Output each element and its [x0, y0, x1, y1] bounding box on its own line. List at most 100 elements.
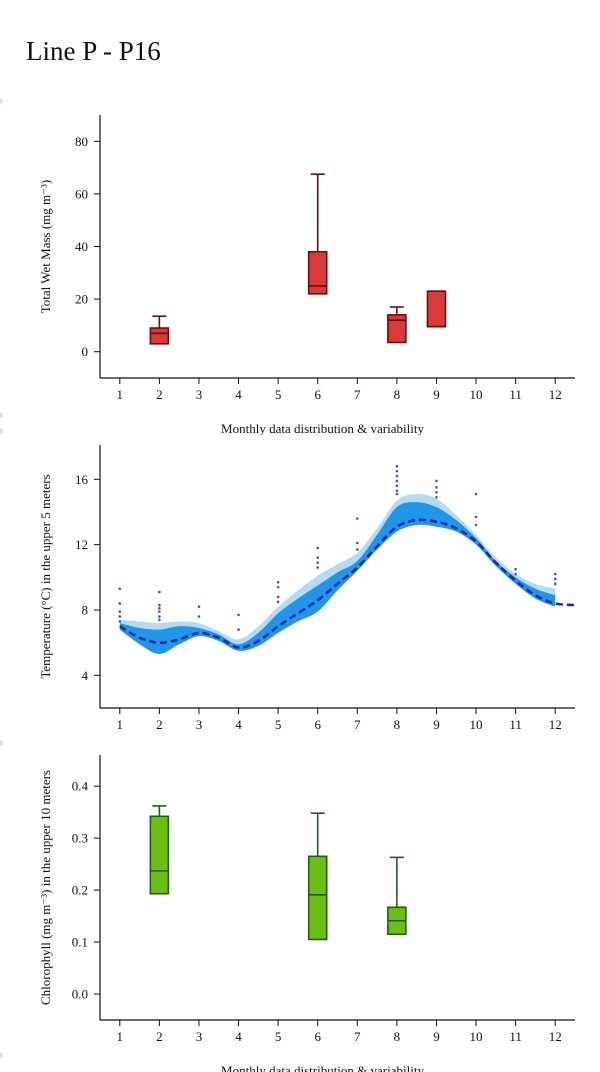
y-tick-label: 8: [82, 602, 89, 617]
observation-point: [118, 587, 122, 591]
x-tick-label: 1: [117, 717, 124, 732]
box-body: [307, 855, 328, 941]
observation-point: [355, 548, 359, 551]
chlorophyll-chart-svg: 1 2 3 4 5 6 7 8 9 10 11 120.00.10.20.30.4Chlorophyl…: [38, 755, 575, 1072]
decorative-dot: [0, 428, 3, 434]
observation-point: [276, 580, 280, 584]
y-tick-label: 12: [75, 537, 88, 552]
y-axis-title: Chlorophyll (mg m⁻³) in the upper 10 met…: [38, 770, 53, 1005]
x-tick-label: 8: [394, 717, 401, 732]
box-body: [149, 327, 170, 345]
observation-point: [395, 492, 399, 496]
box-month-6: [307, 173, 328, 295]
x-tick-label: 8: [394, 387, 401, 402]
y-tick-label: 0.3: [72, 831, 88, 846]
observation-point: [158, 610, 161, 613]
observation-point: [553, 572, 557, 576]
box-body: [307, 250, 328, 295]
x-tick-label: 9: [433, 1029, 440, 1044]
x-tick-label: 7: [354, 1029, 361, 1044]
observation-point: [118, 610, 122, 613]
observation-point: [158, 590, 161, 594]
observation-point: [316, 566, 320, 569]
temperature-chart: 1 2 3 4 5 6 7 8 9 10 11 12 4 8 12 16 Temperature (°C) in…: [0, 435, 600, 745]
x-tick-label: 12: [549, 1029, 562, 1044]
mean-temperature-line: [119, 518, 576, 649]
observation-point: [474, 492, 478, 496]
x-tick-label: 5: [275, 1029, 282, 1044]
x-tick-label: 9: [433, 717, 440, 732]
observation-point: [395, 474, 399, 478]
observation-point: [514, 567, 517, 571]
box-body: [149, 815, 170, 895]
observation-point: [118, 602, 122, 605]
x-tick-label: 6: [314, 717, 321, 732]
observation-point: [276, 600, 280, 604]
y-tick-label: 16: [75, 472, 89, 487]
y-tick-label: 80: [75, 134, 88, 149]
observation-point: [355, 517, 359, 520]
outer-variability-band: [119, 493, 556, 650]
observation-point: [237, 628, 240, 631]
x-tick-label: 6: [314, 1029, 321, 1044]
decorative-dot: [0, 1052, 3, 1058]
x-tick-label: 4: [235, 1029, 242, 1044]
x-tick-label: 6: [314, 387, 321, 402]
inner-variability-band: [119, 502, 556, 655]
x-tick-label: 12: [549, 387, 562, 402]
x-tick-label: 3: [196, 1029, 203, 1044]
decorative-dot: [0, 740, 3, 746]
observation-point: [316, 561, 320, 564]
box-body: [387, 314, 407, 344]
box-month-2: [149, 315, 170, 345]
observation-point: [435, 495, 438, 499]
x-axis-title: Monthly data distribution & variability: [221, 1063, 424, 1072]
x-tick-label: 4: [235, 717, 242, 732]
observation-point: [276, 585, 280, 589]
x-tick-label: 11: [509, 1029, 522, 1044]
observation-point: [316, 556, 320, 560]
y-tick-label: 0.1: [72, 935, 88, 950]
observation-point: [158, 607, 161, 610]
observation-point: [435, 491, 438, 494]
chlorophyll-chart: 1 2 3 4 5 6 7 8 9 10 11 12 0.0 0.1 0.2 0.3 0.4 Chlorophyl…: [0, 745, 600, 1072]
observation-point: [355, 541, 359, 545]
box-month-8: [387, 856, 407, 936]
observation-point: [395, 489, 399, 493]
box-month-8: [387, 306, 407, 344]
box-month-6: [307, 812, 328, 941]
observation-point: [395, 479, 399, 483]
y-axis-title: Temperature (°C) in the upper 5 meters: [38, 474, 53, 678]
observation-point: [474, 523, 478, 527]
x-tick-label: 3: [196, 387, 203, 402]
observation-point: [474, 515, 478, 519]
x-tick-label: 4: [235, 387, 242, 402]
y-tick-label: 4: [82, 668, 89, 683]
box-body: [426, 290, 447, 328]
x-tick-label: 10: [470, 387, 483, 402]
x-tick-label: 11: [509, 717, 522, 732]
y-tick-label: 0.2: [72, 883, 88, 898]
box-month-2: [149, 805, 170, 895]
observation-point: [395, 464, 399, 468]
observation-point: [395, 484, 399, 488]
observation-point: [553, 577, 557, 581]
observation-point: [553, 582, 557, 586]
observation-point: [237, 613, 240, 617]
wet-mass-chart: 1 2 3 4 5 6 7 8 9 10 11 12 0 20 40 60 80 Total Wet Mass (…: [0, 100, 600, 435]
decorative-dot: [0, 98, 3, 104]
observation-point: [158, 603, 161, 607]
observation-point: [158, 618, 161, 622]
x-tick-label: 2: [156, 1029, 163, 1044]
x-tick-label: 1: [117, 1029, 124, 1044]
observation-point: [118, 615, 122, 618]
x-tick-label: 11: [509, 387, 522, 402]
x-tick-label: 12: [549, 717, 562, 732]
decorative-dot: [0, 412, 3, 418]
x-axis-title: Monthly data distribution & variability: [221, 421, 424, 435]
observation-point: [158, 615, 161, 618]
x-tick-label: 10: [470, 717, 483, 732]
observation-point: [118, 620, 122, 623]
